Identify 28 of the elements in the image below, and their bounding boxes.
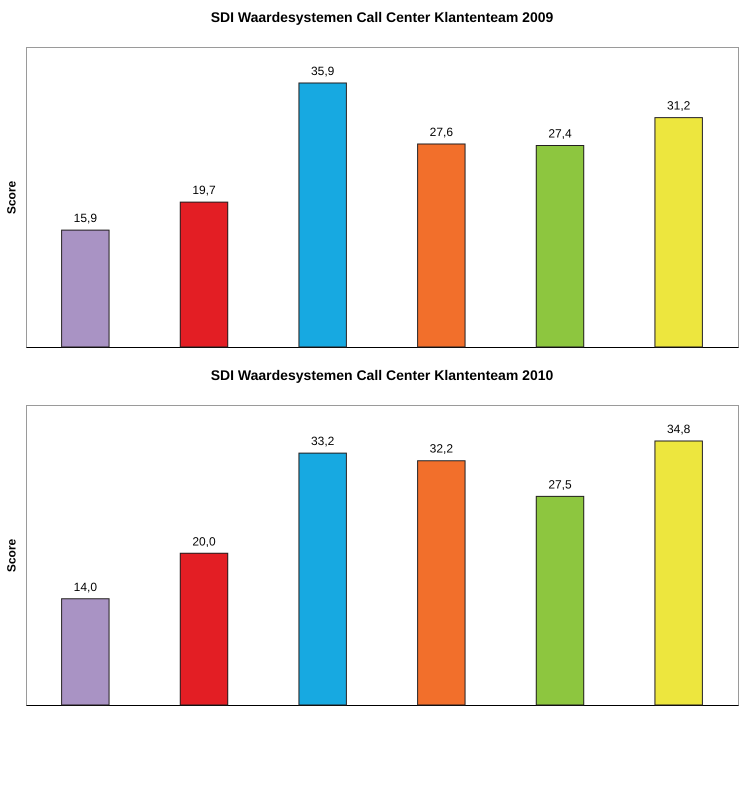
bar <box>180 202 228 348</box>
bar <box>298 452 347 706</box>
bar <box>180 552 228 706</box>
bar <box>654 117 703 348</box>
bar <box>417 144 466 348</box>
y-axis-title: Score <box>4 538 18 572</box>
data-label: 31,2 <box>666 98 691 113</box>
data-label: 27,4 <box>548 126 572 141</box>
chart-title: SDI Waardesystemen Call Center Klantenteam 2009 <box>210 9 554 25</box>
bar <box>536 496 584 706</box>
bar <box>61 230 110 348</box>
bar <box>654 440 703 706</box>
bar <box>417 460 466 706</box>
data-label: 27,6 <box>430 125 454 140</box>
data-label: 32,2 <box>430 442 454 456</box>
y-axis-title: Score <box>4 180 18 214</box>
data-label: 15,9 <box>74 211 98 226</box>
bar <box>298 82 347 348</box>
data-label: 35,9 <box>310 64 335 78</box>
data-label: 27,5 <box>548 477 572 492</box>
data-label: 19,7 <box>192 183 216 198</box>
bar <box>61 598 110 706</box>
bar <box>536 145 584 348</box>
data-label: 33,2 <box>310 434 335 448</box>
data-label: 20,0 <box>192 534 216 548</box>
data-label: 34,8 <box>666 422 691 436</box>
data-label: 14,0 <box>74 580 98 594</box>
chart-title: SDI Waardesystemen Call Center Klantenteam 2010 <box>210 367 554 383</box>
